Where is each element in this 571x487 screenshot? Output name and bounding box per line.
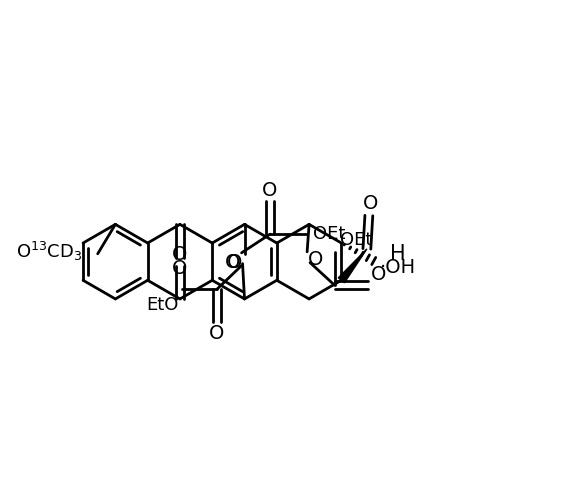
- Text: H: H: [391, 244, 406, 264]
- Text: O: O: [172, 259, 188, 278]
- Text: OEt: OEt: [313, 225, 345, 243]
- Text: O: O: [172, 245, 188, 264]
- Text: O: O: [227, 253, 243, 272]
- Text: O: O: [308, 250, 324, 269]
- Polygon shape: [339, 249, 367, 283]
- Text: O: O: [363, 194, 379, 213]
- Text: OEt: OEt: [340, 231, 372, 249]
- Text: O: O: [262, 181, 278, 200]
- Text: O: O: [371, 265, 387, 284]
- Text: O: O: [225, 253, 240, 272]
- Text: ·OH: ·OH: [380, 258, 416, 277]
- Text: O: O: [210, 324, 225, 343]
- Text: O$^{13}$CD$_3$: O$^{13}$CD$_3$: [15, 240, 82, 263]
- Text: EtO: EtO: [146, 296, 178, 314]
